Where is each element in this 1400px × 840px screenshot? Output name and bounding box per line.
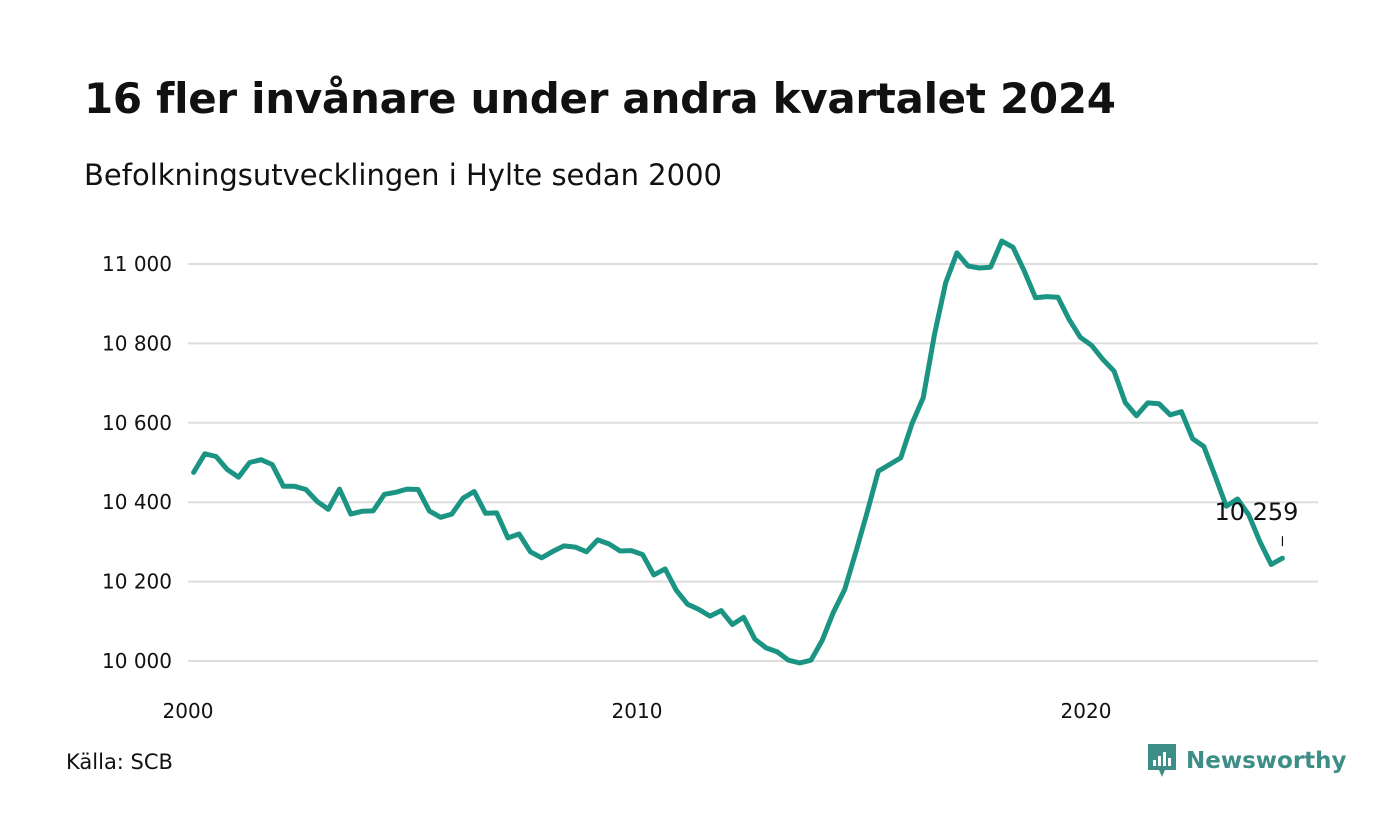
y-tick-label: 10 800 xyxy=(102,331,172,355)
y-tick-label: 10 600 xyxy=(102,411,172,435)
gridlines xyxy=(188,263,1318,662)
y-axis-ticks: 10 000 10 200 10 400 10 600 10 800 11 000 xyxy=(102,252,172,673)
source-note: Källa: SCB xyxy=(66,750,173,774)
y-tick-label: 10 000 xyxy=(102,649,172,673)
y-tick-label: 10 200 xyxy=(102,570,172,594)
brand-name: Newsworthy xyxy=(1186,748,1347,774)
y-tick-label: 10 400 xyxy=(102,490,172,514)
x-tick-label: 2000 xyxy=(163,699,214,723)
series-line xyxy=(191,238,1285,666)
x-axis-ticks: 2000 2010 2020 xyxy=(163,699,1112,723)
y-tick-label: 11 000 xyxy=(102,252,172,276)
x-tick-label: 2020 xyxy=(1061,699,1112,723)
newsworthy-logo-icon xyxy=(1148,744,1176,777)
annotation-value-label: 10 259 xyxy=(1214,498,1298,526)
annotation-layer: 10 259 xyxy=(1214,498,1298,547)
page-subtitle: Befolkningsutvecklingen i Hylte sedan 20… xyxy=(84,158,722,192)
page-title: 16 fler invånare under andra kvartalet 2… xyxy=(84,74,1116,123)
series-layer xyxy=(191,238,1285,666)
brand-logo: Newsworthy xyxy=(1146,742,1347,780)
x-tick-label: 2010 xyxy=(612,699,663,723)
